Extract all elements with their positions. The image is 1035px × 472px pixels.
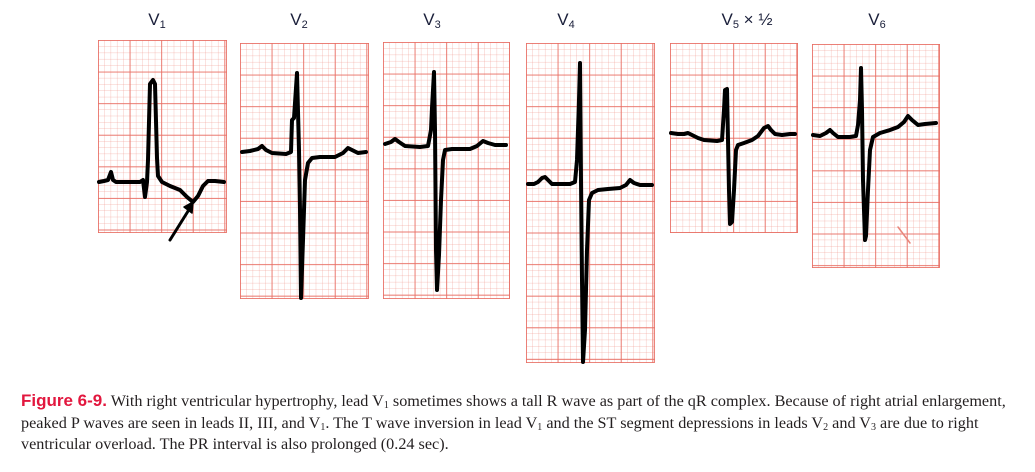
- ecg-trace-v1: [97, 78, 226, 204]
- ecg-trace-v3: [383, 70, 508, 292]
- ecg-grid-v6: [812, 44, 940, 268]
- ecg-trace-v6: [811, 66, 938, 242]
- lead-label-v5: V5 × ½: [721, 10, 773, 31]
- arrow-icon: [168, 206, 192, 242]
- lead-label-v3: V3: [423, 10, 441, 31]
- ecg-trace-v2: [240, 71, 368, 300]
- ecg-trace-v4: [526, 61, 654, 364]
- ecg-grid-v1: [98, 40, 227, 233]
- ecg-grid-v2: [240, 43, 369, 299]
- lead-label-v6: V6: [868, 10, 886, 31]
- lead-label-v4: V4: [557, 10, 575, 31]
- lead-label-v2: V2: [290, 10, 308, 31]
- lead-label-v1: V1: [148, 10, 166, 31]
- figure-number: Figure 6-9.: [21, 391, 107, 410]
- ecg-grid-v3: [383, 42, 510, 299]
- figure-caption: Figure 6-9. With right ventricular hyper…: [21, 391, 1006, 453]
- pen-mark: [897, 226, 911, 244]
- ecg-trace-v5: [669, 87, 797, 226]
